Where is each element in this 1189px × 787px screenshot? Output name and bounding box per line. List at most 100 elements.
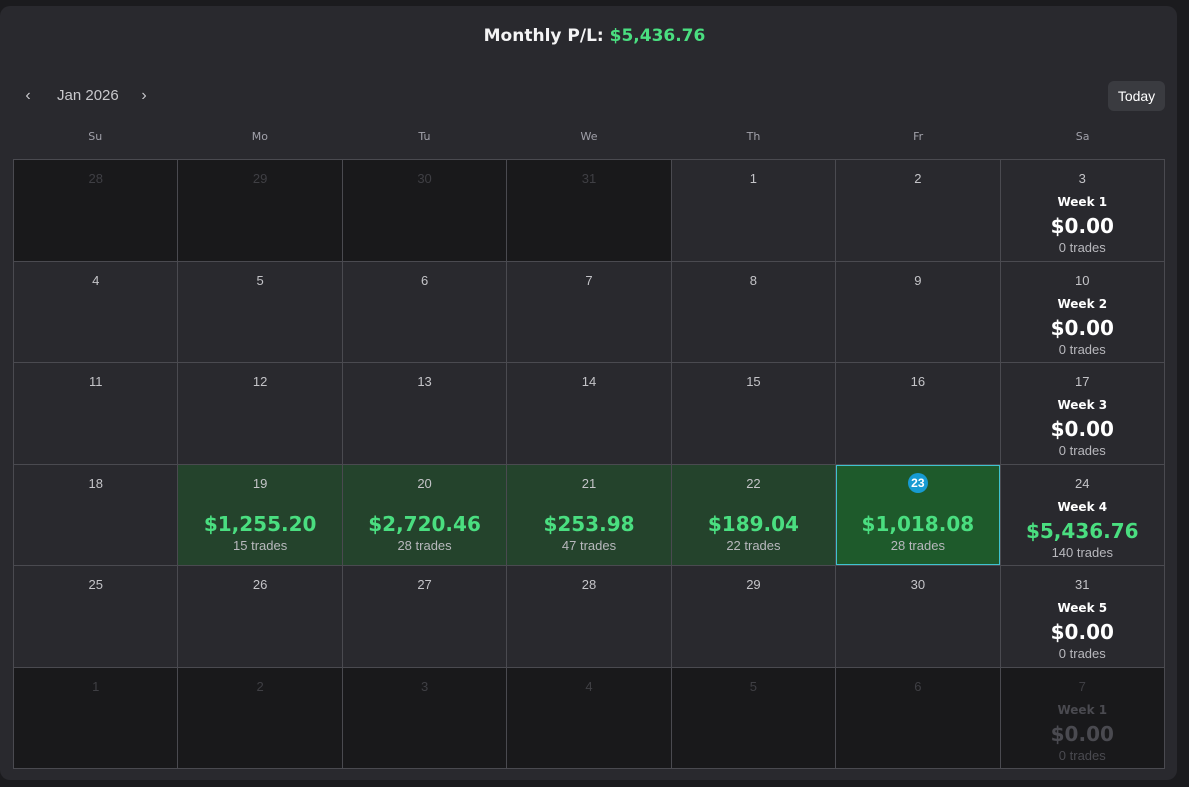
monthly-pl-label: Monthly P/L:: [483, 26, 604, 46]
weekday-label: Tu: [418, 130, 431, 143]
day-number: 17: [1075, 374, 1090, 389]
day-number: 7: [1078, 678, 1086, 694]
week-summary-pl: $0.00: [1050, 620, 1114, 644]
day-number: 5: [749, 678, 758, 694]
day-trade-count: 28 trades: [397, 537, 452, 553]
week-summary-cell[interactable]: 3 Week 1 $0.00 0 trades: [1000, 160, 1164, 261]
calendar-day-cell[interactable]: 30: [836, 566, 1000, 667]
calendar-day-cell[interactable]: 29: [178, 160, 342, 261]
calendar-day-cell[interactable]: 23 $1,018.08 28 trades: [836, 464, 1000, 565]
week-summary-trades: 0 trades: [1058, 240, 1106, 255]
day-number: 6: [420, 272, 429, 288]
calendar-day-cell[interactable]: 8: [671, 261, 836, 362]
calendar-day-cell[interactable]: 15: [671, 363, 836, 464]
day-number: 3: [1078, 171, 1086, 186]
calendar-day-cell[interactable]: 2: [178, 667, 342, 768]
chevron-right-icon: ›: [141, 87, 147, 104]
calendar-day-cell[interactable]: 20 $2,720.46 28 trades: [342, 464, 507, 565]
day-number: 31: [1075, 577, 1090, 592]
calendar-day-cell[interactable]: 1: [14, 667, 178, 768]
monthly-pl-header: Monthly P/L: $5,436.76: [0, 26, 1189, 46]
day-number: 1: [749, 171, 758, 186]
day-number: 22: [746, 475, 761, 491]
day-number: 1: [92, 678, 100, 694]
calendar-day-cell[interactable]: 6: [836, 667, 1000, 768]
calendar-day-cell[interactable]: 30: [342, 160, 507, 261]
week-summary-trades: 0 trades: [1058, 443, 1106, 458]
day-number: 14: [581, 374, 597, 389]
day-number: 19: [252, 475, 268, 491]
week-summary-cell[interactable]: 7 Week 1 $0.00 0 trades: [1000, 667, 1164, 768]
day-number: 18: [88, 475, 103, 491]
day-number: 8: [749, 272, 758, 288]
calendar-day-cell[interactable]: 7: [507, 261, 671, 362]
calendar-day-cell[interactable]: 13: [342, 363, 507, 464]
calendar-day-cell[interactable]: 25: [14, 566, 178, 667]
calendar-day-cell[interactable]: 5: [178, 261, 342, 362]
day-number: 11: [88, 374, 103, 389]
day-number: 16: [910, 374, 926, 389]
day-number: 24: [1075, 475, 1090, 491]
calendar-day-cell[interactable]: 29: [671, 566, 836, 667]
calendar-day-cell[interactable]: 16: [836, 363, 1000, 464]
prev-month-button[interactable]: ‹: [16, 84, 40, 108]
calendar-day-cell[interactable]: 28: [507, 566, 671, 667]
calendar-day-cell[interactable]: 12: [178, 363, 342, 464]
calendar-day-cell[interactable]: 19 $1,255.20 15 trades: [178, 464, 342, 565]
week-summary-label: Week 5: [1057, 601, 1108, 615]
week-summary-cell[interactable]: 17 Week 3 $0.00 0 trades: [1000, 363, 1164, 464]
calendar-day-cell[interactable]: 22 $189.04 22 trades: [671, 464, 836, 565]
day-number: 4: [585, 678, 593, 694]
calendar-day-cell[interactable]: 4: [14, 261, 178, 362]
week-summary-cell[interactable]: 31 Week 5 $0.00 0 trades: [1000, 566, 1164, 667]
day-pl-value: $2,720.46: [368, 511, 481, 536]
next-month-button[interactable]: ›: [132, 84, 156, 108]
calendar-day-cell[interactable]: 11: [14, 363, 178, 464]
chevron-left-icon: ‹: [25, 87, 31, 104]
day-trade-count: 15 trades: [233, 537, 288, 553]
day-number: 2: [914, 171, 922, 186]
calendar-day-cell[interactable]: 18: [14, 464, 178, 565]
day-number: 28: [88, 171, 103, 186]
day-number: 25: [88, 577, 103, 592]
calendar-day-cell[interactable]: 3: [342, 667, 507, 768]
day-number: 6: [914, 678, 922, 694]
calendar-day-cell[interactable]: 1: [671, 160, 836, 261]
week-summary-label: Week 4: [1057, 499, 1108, 514]
weekday-label: Fr: [913, 130, 924, 143]
day-number: 28: [581, 577, 597, 592]
calendar-day-cell[interactable]: 9: [836, 261, 1000, 362]
calendar-day-cell[interactable]: 4: [507, 667, 671, 768]
weekday-label: Mo: [251, 130, 268, 143]
day-pl-value: $1,255.20: [203, 511, 317, 536]
week-summary-trades: 0 trades: [1058, 646, 1106, 661]
day-number: 12: [252, 374, 268, 389]
calendar-day-cell[interactable]: 26: [178, 566, 342, 667]
calendar-day-cell[interactable]: 14: [507, 363, 671, 464]
day-number: 27: [417, 577, 432, 592]
week-summary-pl: $0.00: [1050, 315, 1114, 340]
calendar-day-cell[interactable]: 6: [342, 261, 507, 362]
day-number: 21: [581, 475, 597, 491]
calendar-day-cell[interactable]: 28: [14, 160, 178, 261]
day-number: 30: [910, 577, 926, 592]
day-pl-value: $189.04: [707, 511, 799, 536]
calendar-day-cell[interactable]: 31: [507, 160, 671, 261]
calendar-day-cell[interactable]: 27: [342, 566, 507, 667]
day-number: 5: [256, 272, 264, 288]
day-number: 26: [252, 577, 268, 592]
weekday-label: Sa: [1075, 130, 1090, 143]
calendar-grid: 28 29 30 31 1 2 3 Week 1 $0.00 0 trades 4 5 6 7 8 9 10 We…: [13, 159, 1165, 769]
day-pl-value: $253.98: [543, 511, 635, 536]
today-button[interactable]: Today: [1108, 81, 1165, 111]
calendar-day-cell[interactable]: 2: [836, 160, 1000, 261]
week-summary-pl: $0.00: [1050, 721, 1114, 746]
calendar-day-cell[interactable]: 5: [671, 667, 836, 768]
day-number: 3: [420, 678, 429, 694]
day-number: 9: [914, 272, 922, 288]
week-summary-trades: 0 trades: [1058, 747, 1106, 763]
calendar-day-cell[interactable]: 21 $253.98 47 trades: [507, 464, 671, 565]
weekday-label: Th: [746, 130, 761, 143]
week-summary-cell[interactable]: 24 Week 4 $5,436.76 140 trades: [1000, 464, 1164, 565]
week-summary-cell[interactable]: 10 Week 2 $0.00 0 trades: [1000, 261, 1164, 362]
